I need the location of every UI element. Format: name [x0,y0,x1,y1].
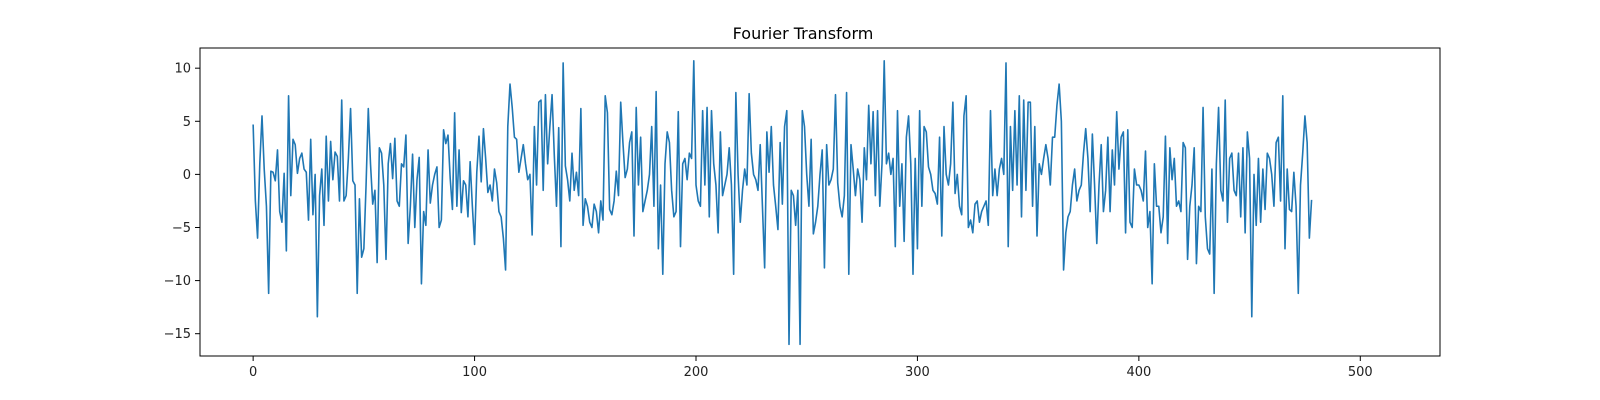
x-tick-label: 400 [1126,365,1151,380]
chart-title: Fourier Transform [733,24,874,43]
x-tick-label: 0 [249,365,257,380]
y-tick-label: 10 [174,62,191,77]
y-tick-label: −5 [172,221,191,236]
y-tick-label: 5 [183,115,191,130]
x-tick-label: 200 [684,365,709,380]
plot-frame [199,47,1441,357]
y-tick-label: −15 [164,327,191,342]
y-tick-label: 0 [183,168,191,183]
series-line-0 [252,59,1313,346]
y-tick-label: −10 [164,274,191,289]
x-tick-label: 500 [1348,365,1373,380]
x-tick-label: 300 [905,365,930,380]
x-tick-label: 100 [462,365,487,380]
plot-area: 0 100 200 300 400 500 10 5 0 −5 −10 −15 [164,59,1373,380]
